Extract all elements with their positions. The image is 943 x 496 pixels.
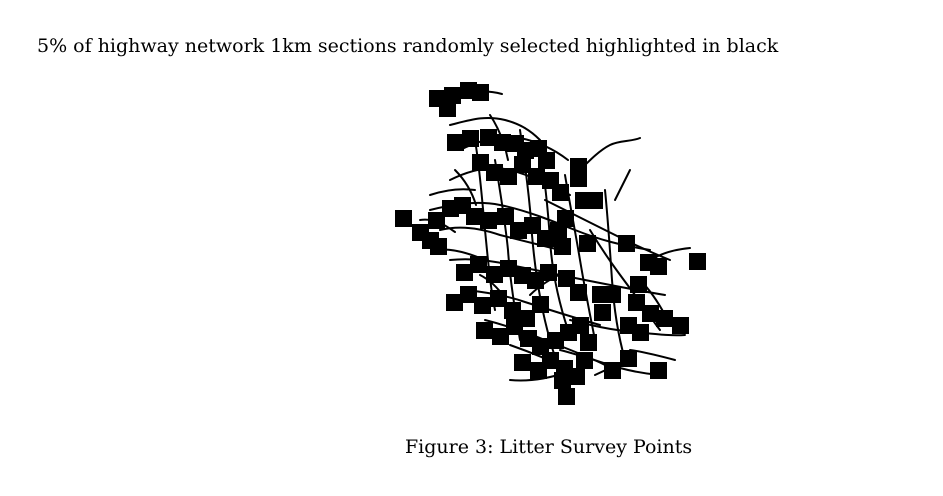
survey-point-marker (618, 235, 635, 252)
survey-point-marker (472, 154, 489, 171)
survey-point-marker (538, 152, 555, 169)
survey-point-marker (604, 362, 621, 379)
survey-point-marker (517, 142, 534, 159)
survey-point-marker (446, 294, 463, 311)
survey-point-marker (462, 130, 479, 147)
survey-point-marker (570, 284, 587, 301)
survey-point-marker (552, 184, 569, 201)
survey-point-marker (447, 134, 464, 151)
survey-point-marker (472, 84, 489, 101)
survey-point-marker (494, 134, 511, 151)
survey-point-marker (444, 87, 461, 104)
litter-survey-map (390, 80, 720, 410)
survey-point-marker (540, 264, 557, 281)
survey-point-marker (572, 317, 589, 334)
survey-point-marker (439, 100, 456, 117)
survey-point-marker (470, 256, 487, 273)
survey-point-marker (506, 318, 523, 335)
survey-point-marker (466, 208, 483, 225)
survey-point-marker (632, 324, 649, 341)
survey-point-marker (656, 310, 673, 327)
survey-point-marker (500, 168, 517, 185)
survey-point-marker (456, 264, 473, 281)
survey-point-marker (514, 354, 531, 371)
survey-point-marker (510, 222, 527, 239)
survey-point-marker (490, 290, 507, 307)
survey-point-marker (474, 297, 491, 314)
survey-point-marker (497, 208, 514, 225)
survey-point-marker (537, 230, 554, 247)
survey-point-marker (528, 168, 545, 185)
survey-point-marker (480, 129, 497, 146)
survey-point-marker (672, 317, 689, 334)
survey-point-marker (514, 156, 531, 173)
survey-point-marker (630, 276, 647, 293)
survey-point-marker (395, 210, 412, 227)
survey-point-marker (594, 304, 611, 321)
survey-points (395, 82, 706, 405)
survey-point-marker (628, 294, 645, 311)
survey-point-marker (430, 238, 447, 255)
survey-point-marker (570, 170, 587, 187)
survey-point-marker (650, 362, 667, 379)
survey-point-marker (568, 368, 585, 385)
survey-point-marker (530, 362, 547, 379)
highway-network-map (395, 82, 706, 405)
survey-point-marker (689, 253, 706, 270)
survey-point-marker (500, 260, 517, 277)
survey-point-marker (476, 322, 493, 339)
survey-point-marker (480, 212, 497, 229)
survey-point-marker (554, 238, 571, 255)
survey-point-marker (486, 266, 503, 283)
survey-point-marker (554, 372, 571, 389)
survey-point-marker (580, 334, 597, 351)
survey-point-marker (550, 222, 567, 239)
survey-point-marker (492, 328, 509, 345)
survey-point-marker (547, 332, 564, 349)
survey-point-marker (504, 302, 521, 319)
survey-point-marker (576, 352, 593, 369)
intro-text: 5% of highway network 1km sections rando… (37, 35, 779, 57)
survey-point-marker (460, 286, 477, 303)
survey-point-marker (524, 217, 541, 234)
survey-point-marker (428, 212, 445, 229)
survey-point-marker (558, 388, 575, 405)
survey-point-marker (558, 270, 575, 287)
survey-point-marker (532, 296, 549, 313)
survey-point-marker (620, 350, 637, 367)
survey-point-marker (532, 338, 549, 355)
survey-point-marker (486, 164, 503, 181)
figure-caption: Figure 3: Litter Survey Points (405, 436, 693, 458)
survey-point-marker (527, 272, 544, 289)
survey-point-marker (604, 286, 621, 303)
survey-point-marker (650, 258, 667, 275)
survey-point-marker (642, 305, 659, 322)
survey-point-marker (579, 235, 596, 252)
survey-point-marker (586, 192, 603, 209)
survey-point-marker (514, 267, 531, 284)
